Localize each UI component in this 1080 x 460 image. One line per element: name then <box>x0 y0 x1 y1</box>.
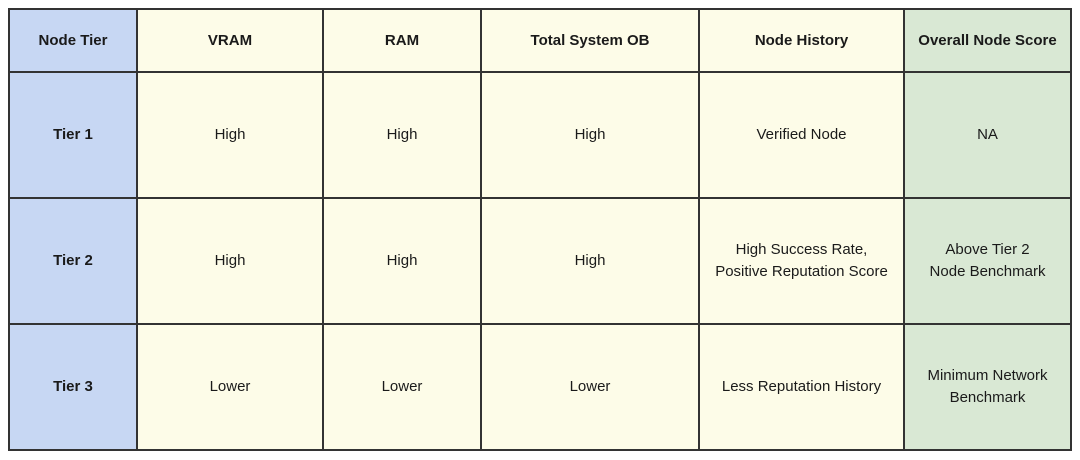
table-row-tier2: Tier 2 High High High High Success Rate,… <box>8 197 1072 325</box>
cell-tier1-label: Tier 1 <box>8 71 138 199</box>
cell-tier2-vram: High <box>136 197 324 325</box>
cell-tier1-score: NA <box>903 71 1072 199</box>
cell-tier2-ob: High <box>480 197 700 325</box>
cell-tier3-ram: Lower <box>322 323 482 451</box>
header-overall-node-score: Overall Node Score <box>903 8 1072 73</box>
cell-tier1-ram: High <box>322 71 482 199</box>
header-ram: RAM <box>322 8 482 73</box>
cell-tier2-label: Tier 2 <box>8 197 138 325</box>
header-total-system-ob: Total System OB <box>480 8 700 73</box>
cell-tier2-history: High Success Rate, Positive Reputation S… <box>698 197 905 325</box>
cell-tier3-history: Less Reputation History <box>698 323 905 451</box>
cell-tier3-vram: Lower <box>136 323 324 451</box>
cell-tier3-score: Minimum Network Benchmark <box>903 323 1072 451</box>
cell-tier1-ob: High <box>480 71 700 199</box>
table-row-tier1: Tier 1 High High High Verified Node NA <box>8 71 1072 199</box>
header-row: Node Tier VRAM RAM Total System OB Node … <box>8 8 1072 73</box>
cell-tier1-vram: High <box>136 71 324 199</box>
cell-tier3-label: Tier 3 <box>8 323 138 451</box>
header-vram: VRAM <box>136 8 324 73</box>
cell-tier2-ram: High <box>322 197 482 325</box>
cell-tier3-ob: Lower <box>480 323 700 451</box>
table-row-tier3: Tier 3 Lower Lower Lower Less Reputation… <box>8 323 1072 451</box>
header-node-history: Node History <box>698 8 905 73</box>
node-tier-table: Node Tier VRAM RAM Total System OB Node … <box>8 8 1072 451</box>
cell-tier1-history: Verified Node <box>698 71 905 199</box>
header-node-tier: Node Tier <box>8 8 138 73</box>
cell-tier2-score: Above Tier 2 Node Benchmark <box>903 197 1072 325</box>
